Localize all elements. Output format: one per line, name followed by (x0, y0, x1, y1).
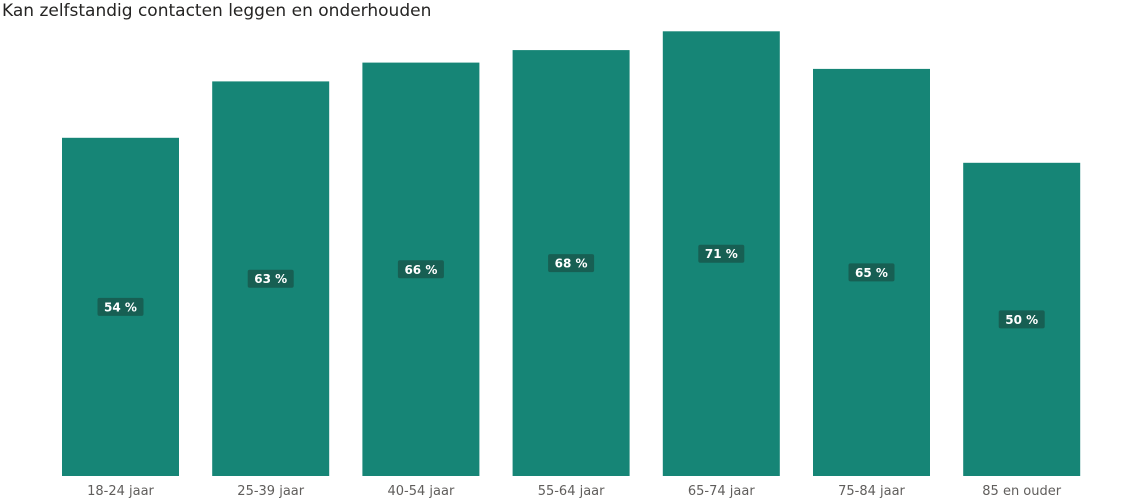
data-label: 65 % (855, 266, 888, 280)
x-tick-label: 40-54 jaar (388, 484, 455, 499)
x-tick-label: 85 en ouder (982, 484, 1061, 499)
data-label-bg (848, 263, 895, 282)
data-label: 50 % (1005, 313, 1038, 327)
data-label: 71 % (705, 247, 738, 261)
x-axis-ticks: 18-24 jaar 25-39 jaar 40-54 jaar 55-64 jaar… (87, 484, 1062, 499)
x-tick-label: 75-84 jaar (838, 484, 905, 499)
data-label-bg (397, 260, 444, 279)
x-tick-label: 65-74 jaar (688, 484, 755, 499)
data-label: 66 % (404, 263, 437, 277)
chart-title: Kan zelfstandig contacten leggen en onde… (2, 1, 432, 21)
data-label: 68 % (555, 257, 588, 271)
data-label-bg (998, 310, 1045, 329)
x-tick-label: 18-24 jaar (87, 484, 154, 499)
data-label-bg (97, 297, 144, 316)
data-label-bg (247, 269, 294, 288)
x-tick-label: 25-39 jaar (237, 484, 304, 499)
data-label-bg (548, 254, 595, 273)
bars-group: 54 % 63 % 66 % 68 % 71 % 65 % 50 % (62, 31, 1081, 477)
data-label-bg (698, 244, 745, 263)
data-label: 63 % (254, 272, 287, 286)
x-tick-label: 55-64 jaar (538, 484, 605, 499)
data-label: 54 % (104, 300, 137, 314)
